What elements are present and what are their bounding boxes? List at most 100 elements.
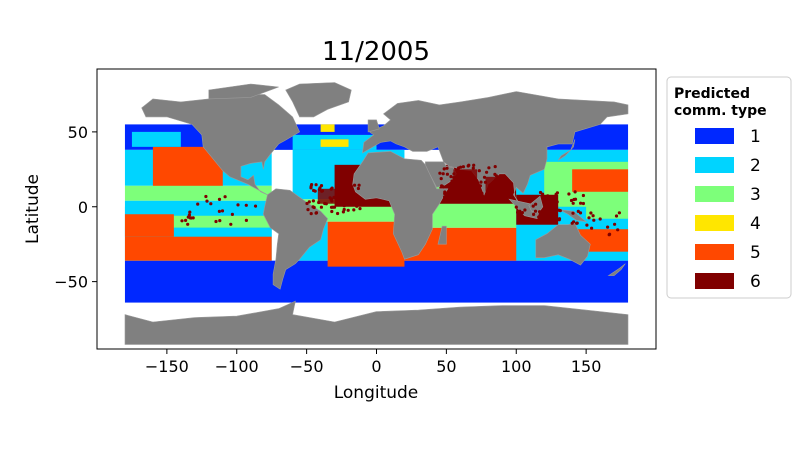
type-6-point — [493, 165, 497, 169]
type-6-point — [494, 194, 498, 198]
type-6-point — [598, 217, 602, 221]
type-6-point — [555, 200, 559, 204]
type-6-point — [218, 219, 222, 223]
type-6-point — [184, 218, 188, 222]
legend-label: 3 — [750, 185, 761, 205]
type-6-point — [214, 219, 218, 224]
type-6-point — [244, 203, 248, 207]
type-6-point — [191, 216, 195, 220]
type-6-point — [546, 194, 550, 198]
type-6-point — [516, 210, 520, 214]
type-6-point — [585, 223, 589, 227]
type-6-point — [253, 204, 258, 208]
type-6-point — [443, 195, 447, 199]
type-6-point — [358, 207, 362, 211]
type-6-point — [467, 163, 471, 167]
type-6-point — [523, 198, 528, 203]
land-new-guinea — [559, 209, 588, 223]
type-6-point — [608, 232, 612, 236]
type-6-point — [613, 222, 617, 226]
y-tick-label: −50 — [54, 273, 88, 292]
legend-label: 2 — [750, 156, 761, 176]
type-6-point — [468, 195, 473, 200]
type-6-point — [319, 184, 324, 188]
legend-entries: 1 2 3 4 5 6 — [695, 127, 761, 292]
ocean-band — [124, 200, 272, 216]
type-6-point — [336, 211, 340, 216]
land-eurasia — [362, 91, 629, 206]
land-arctic-islands — [208, 83, 279, 100]
type-6-point — [514, 205, 518, 209]
type-6-point — [533, 209, 538, 213]
type-6-point — [462, 196, 466, 200]
ocean-band — [124, 236, 272, 261]
type-6-point — [352, 208, 356, 212]
type-6-point — [468, 189, 472, 193]
type-6-point — [571, 201, 575, 205]
type-6-point — [220, 209, 225, 213]
type-6-point — [589, 211, 593, 215]
type-6-point — [573, 197, 578, 201]
legend-title-line2: comm. type — [674, 103, 767, 119]
type-6-point — [534, 202, 538, 206]
type-6-point — [571, 211, 575, 215]
legend-label: 6 — [750, 272, 761, 292]
type-6-point — [472, 163, 476, 167]
type-6-point — [355, 204, 359, 208]
ocean-community-bands — [124, 124, 629, 303]
type-6-point — [217, 197, 222, 201]
ocean-band — [572, 169, 629, 192]
type-6-point — [572, 220, 576, 224]
legend-label: 1 — [750, 127, 761, 147]
legend-swatch — [695, 157, 734, 173]
type-6-point — [180, 219, 184, 223]
x-tick-label: −50 — [290, 357, 324, 376]
type-6-point — [617, 211, 622, 215]
land-north-america — [141, 94, 300, 196]
type-6-point — [581, 193, 586, 198]
chart-title: 11/2005 — [322, 37, 430, 67]
type-6-point — [330, 209, 334, 214]
type-6-point — [558, 209, 562, 213]
type-6-point — [312, 205, 316, 210]
type-6-point — [449, 187, 453, 191]
type-6-point — [307, 200, 311, 204]
type-6-point — [532, 212, 536, 216]
type-6-point — [465, 195, 469, 199]
type-6-point — [353, 183, 357, 187]
x-axis-ticks: −150 −100 −50 0 50 100 150 — [145, 349, 602, 376]
y-tick-label: 50 — [68, 123, 88, 142]
ocean-band — [124, 227, 272, 237]
map-area — [124, 82, 629, 345]
type-6-point — [457, 166, 461, 170]
legend-swatch — [695, 273, 734, 289]
legend-label: 4 — [750, 214, 761, 234]
x-tick-label: 50 — [436, 357, 456, 376]
type-6-point — [567, 192, 571, 196]
type-6-point — [591, 214, 595, 218]
ocean-band — [124, 215, 272, 228]
type-6-point — [477, 194, 481, 198]
legend-swatch — [695, 215, 734, 231]
type-6-point — [548, 210, 552, 215]
type-6-point — [554, 213, 558, 217]
type-6-point — [217, 209, 221, 213]
type-6-point — [229, 222, 233, 226]
type-6-point — [342, 207, 346, 212]
land-uk — [367, 119, 380, 133]
type-6-point — [477, 169, 481, 173]
x-tick-label: 150 — [571, 357, 602, 376]
type-6-point — [205, 199, 209, 203]
legend-label: 5 — [750, 243, 761, 263]
type-6-point — [440, 184, 444, 188]
type-6-point — [544, 200, 549, 204]
type-6-point — [552, 218, 556, 222]
type-6-point — [557, 218, 561, 222]
type-6-point — [538, 190, 543, 195]
type-6-point — [448, 197, 452, 201]
type-6-point — [549, 217, 553, 221]
type-6-point — [319, 205, 323, 209]
land-antarctica — [124, 300, 629, 345]
legend-swatch — [695, 186, 734, 202]
type-6-point — [463, 190, 467, 194]
